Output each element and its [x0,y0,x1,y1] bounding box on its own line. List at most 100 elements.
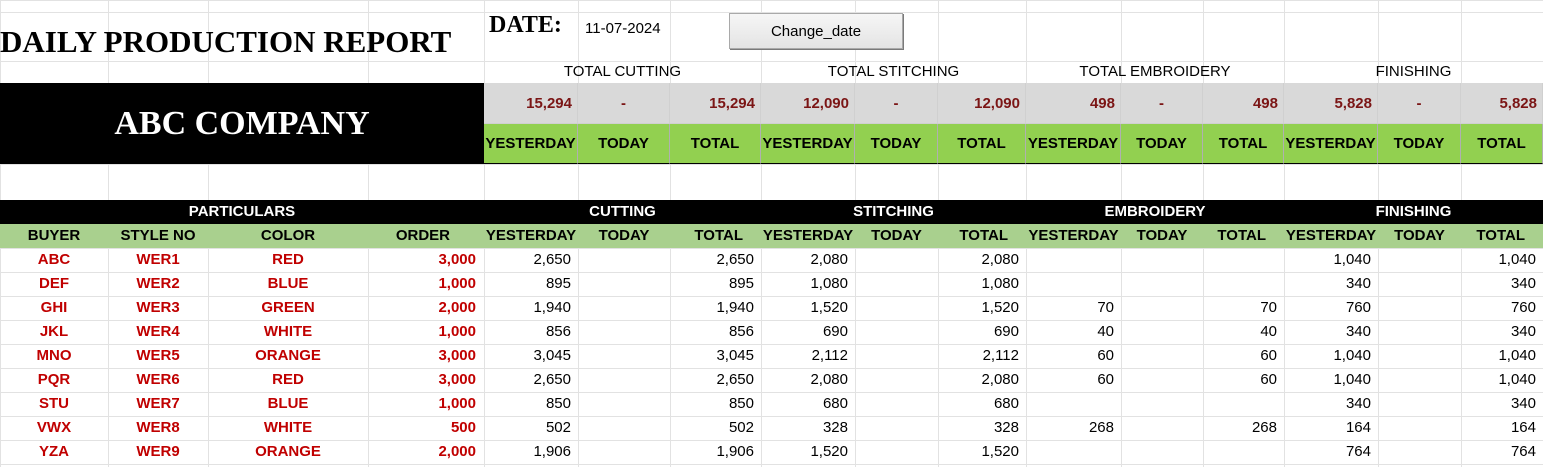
style-cell[interactable]: WER9 [136,443,180,460]
value-cell-st_total[interactable]: 680 [993,395,1019,412]
value-cell-fi_t[interactable] [1378,368,1454,392]
value-cell-st_t[interactable] [855,296,931,320]
order-cell[interactable]: 1,000 [438,323,476,340]
value-cell-fi_t[interactable] [1378,296,1454,320]
value-cell-cut_total[interactable]: 3,045 [716,347,754,364]
value-cell-st_total[interactable]: 2,080 [981,251,1019,268]
value-cell-em_total[interactable]: 70 [1260,299,1277,316]
value-cell-cut_y[interactable]: 1,906 [533,443,571,460]
color-cell[interactable]: GREEN [261,299,315,316]
value-cell-st_t[interactable] [855,440,931,464]
buyer-cell[interactable]: PQR [37,371,71,388]
color-cell[interactable]: BLUE [267,275,309,292]
value-cell-fi_t[interactable] [1378,248,1454,272]
value-cell-st_t[interactable] [855,368,931,392]
value-cell-st_total[interactable]: 690 [993,323,1019,340]
value-cell-fi_y[interactable]: 1,040 [1333,371,1371,388]
value-cell-st_y[interactable]: 328 [822,419,848,436]
value-cell-cut_y[interactable]: 2,650 [533,371,571,388]
buyer-cell[interactable]: JKL [39,323,69,340]
value-cell-fi_total[interactable]: 340 [1510,275,1536,292]
value-cell-em_total[interactable] [1203,272,1277,296]
value-cell-em_t[interactable] [1121,392,1196,416]
style-cell[interactable]: WER3 [136,299,180,316]
value-cell-cut_total[interactable]: 502 [728,419,754,436]
value-cell-cut_y[interactable]: 856 [545,323,571,340]
value-cell-em_total[interactable] [1203,248,1277,272]
value-cell-st_y[interactable]: 2,080 [810,371,848,388]
value-cell-st_y[interactable]: 1,080 [810,275,848,292]
value-cell-cut_total[interactable]: 856 [728,323,754,340]
value-cell-st_total[interactable]: 1,080 [981,275,1019,292]
order-cell[interactable]: 1,000 [438,395,476,412]
value-cell-em_t[interactable] [1121,368,1196,392]
value-cell-cut_t[interactable] [578,296,663,320]
value-cell-em_y[interactable] [1026,440,1114,464]
value-cell-em_total[interactable] [1203,440,1277,464]
buyer-cell[interactable]: DEF [39,275,69,292]
color-cell[interactable]: WHITE [263,419,313,436]
buyer-cell[interactable]: MNO [36,347,72,364]
value-cell-fi_total[interactable]: 760 [1510,299,1536,316]
order-cell[interactable]: 500 [450,419,476,436]
value-cell-st_total[interactable]: 2,080 [981,371,1019,388]
value-cell-st_t[interactable] [855,392,931,416]
value-cell-fi_y[interactable]: 760 [1345,299,1371,316]
value-cell-em_y[interactable] [1026,248,1114,272]
buyer-cell[interactable]: VWX [36,419,72,436]
value-cell-fi_t[interactable] [1378,272,1454,296]
date-value[interactable]: 11-07-2024 [585,20,661,37]
order-cell[interactable]: 3,000 [438,371,476,388]
value-cell-fi_total[interactable]: 1,040 [1498,347,1536,364]
value-cell-st_total[interactable]: 2,112 [982,347,1019,364]
value-cell-em_t[interactable] [1121,248,1196,272]
value-cell-cut_y[interactable]: 1,940 [533,299,571,316]
value-cell-fi_t[interactable] [1378,416,1454,440]
value-cell-cut_total[interactable]: 1,940 [716,299,754,316]
value-cell-fi_y[interactable]: 164 [1345,419,1371,436]
value-cell-fi_t[interactable] [1378,344,1454,368]
value-cell-fi_y[interactable]: 1,040 [1333,347,1371,364]
value-cell-cut_total[interactable]: 2,650 [716,251,754,268]
value-cell-st_y[interactable]: 2,112 [811,347,848,364]
value-cell-cut_y[interactable]: 850 [545,395,571,412]
style-cell[interactable]: WER2 [136,275,180,292]
style-cell[interactable]: WER6 [136,371,180,388]
color-cell[interactable]: ORANGE [255,347,321,364]
value-cell-fi_y[interactable]: 340 [1345,395,1371,412]
value-cell-em_y[interactable]: 60 [1097,347,1114,364]
value-cell-cut_t[interactable] [578,248,663,272]
value-cell-fi_total[interactable]: 340 [1510,323,1536,340]
order-cell[interactable]: 2,000 [438,443,476,460]
value-cell-em_t[interactable] [1121,320,1196,344]
value-cell-em_total[interactable] [1203,392,1277,416]
buyer-cell[interactable]: YZA [39,443,69,460]
color-cell[interactable]: ORANGE [255,443,321,460]
value-cell-st_t[interactable] [855,248,931,272]
value-cell-fi_total[interactable]: 164 [1510,419,1536,436]
value-cell-cut_t[interactable] [578,416,663,440]
buyer-cell[interactable]: GHI [40,299,68,316]
value-cell-cut_t[interactable] [578,392,663,416]
order-cell[interactable]: 1,000 [438,275,476,292]
value-cell-st_total[interactable]: 1,520 [981,299,1019,316]
value-cell-fi_total[interactable]: 340 [1510,395,1536,412]
value-cell-em_total[interactable]: 268 [1251,419,1277,436]
value-cell-em_y[interactable] [1026,272,1114,296]
value-cell-cut_y[interactable]: 502 [545,419,571,436]
value-cell-fi_y[interactable]: 340 [1345,275,1371,292]
value-cell-cut_y[interactable]: 3,045 [533,347,571,364]
value-cell-st_y[interactable]: 690 [822,323,848,340]
value-cell-em_t[interactable] [1121,440,1196,464]
value-cell-em_y[interactable]: 268 [1088,419,1114,436]
color-cell[interactable]: RED [272,371,304,388]
style-cell[interactable]: WER4 [136,323,180,340]
color-cell[interactable]: RED [272,251,304,268]
value-cell-fi_y[interactable]: 340 [1345,323,1371,340]
value-cell-cut_t[interactable] [578,272,663,296]
value-cell-em_total[interactable]: 60 [1260,347,1277,364]
value-cell-fi_total[interactable]: 1,040 [1498,251,1536,268]
value-cell-fi_t[interactable] [1378,320,1454,344]
value-cell-st_total[interactable]: 1,520 [981,443,1019,460]
color-cell[interactable]: WHITE [263,323,313,340]
